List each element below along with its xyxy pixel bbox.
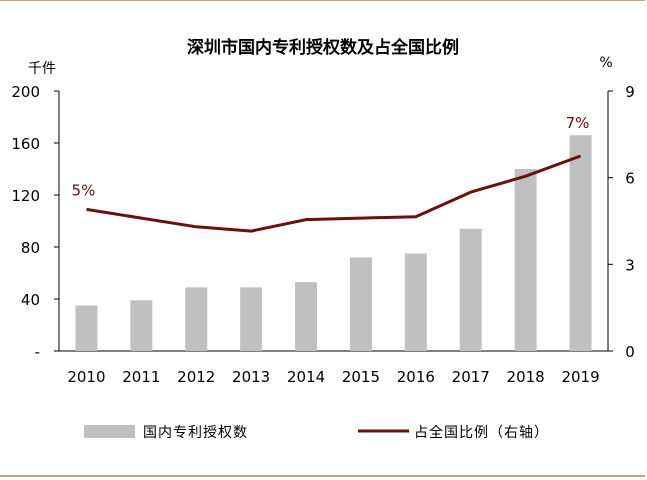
right-tick-label: 0 [625, 343, 635, 361]
legend-line-label: 占全国比例（右轴） [414, 424, 549, 441]
x-tick-label: 2011 [122, 368, 160, 386]
legend-bar-swatch [84, 425, 135, 438]
left-axis-ticks: - 40 80 120 160 200 [11, 83, 59, 361]
annotation-label: 7% [566, 114, 590, 132]
annotations: 5% 7% [72, 114, 590, 199]
left-tick-label: - [35, 343, 40, 361]
left-tick-label: 200 [11, 83, 40, 101]
legend: 国内专利授权数 占全国比例（右轴） [84, 424, 549, 441]
legend-bar-label: 国内专利授权数 [143, 425, 248, 441]
left-tick-label: 160 [11, 135, 40, 153]
bar-2018 [514, 169, 537, 351]
bar-2019 [569, 135, 592, 351]
left-tick-label: 120 [11, 187, 40, 205]
right-tick-label: 6 [625, 170, 635, 188]
left-axis-unit: 千件 [28, 61, 56, 77]
x-tick-label: 2012 [177, 368, 215, 386]
right-axis-unit: % [599, 55, 612, 71]
bar-2016 [404, 253, 427, 351]
bar-2012 [185, 287, 208, 351]
x-tick-label: 2010 [67, 368, 105, 386]
annotation-label: 5% [72, 181, 96, 199]
left-tick-label: 80 [21, 239, 40, 257]
right-tick-label: 9 [625, 83, 635, 101]
chart-title: 深圳市国内专利授权数及占全国比例 [187, 37, 459, 58]
x-tick-label: 2018 [507, 368, 545, 386]
bar-2010 [75, 305, 98, 351]
x-tick-label: 2015 [342, 368, 380, 386]
bar-2013 [240, 287, 263, 351]
x-tick-label: 2013 [232, 368, 270, 386]
bar-2017 [459, 228, 482, 351]
x-tick-label: 2016 [397, 368, 435, 386]
x-tick-label: 2019 [561, 368, 599, 386]
left-tick-label: 40 [21, 291, 40, 309]
bar-2015 [349, 257, 372, 351]
x-axis-labels: 2010 2011 2012 2013 2014 2015 2016 2017 2018 2019 [67, 368, 599, 386]
right-axis-ticks: 0 3 6 9 [608, 83, 635, 361]
x-tick-label: 2014 [287, 368, 325, 386]
x-tick-label: 2017 [452, 368, 490, 386]
bar-series [75, 135, 592, 351]
bar-2011 [130, 300, 153, 351]
bar-2014 [295, 282, 318, 351]
right-tick-label: 3 [625, 256, 635, 274]
ratio-line [86, 154, 582, 233]
